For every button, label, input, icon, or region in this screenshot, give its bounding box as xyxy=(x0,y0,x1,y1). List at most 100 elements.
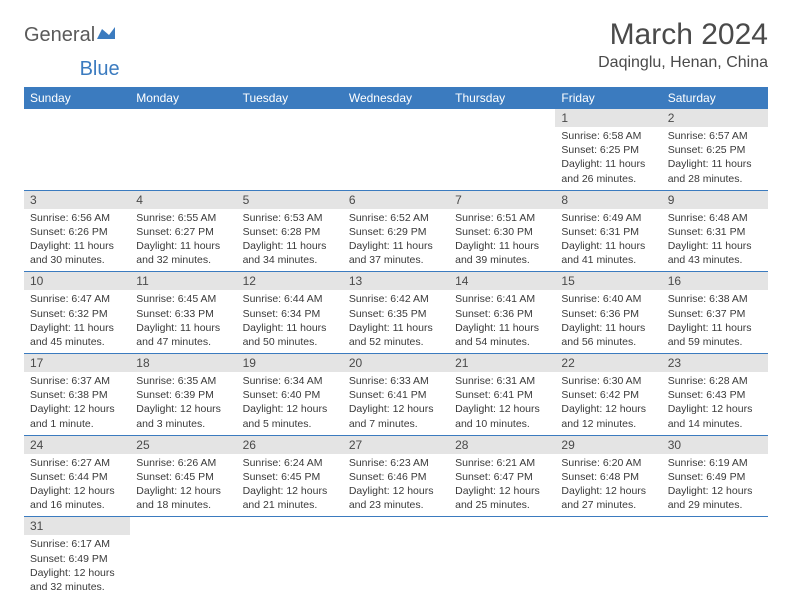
sunrise-text: Sunrise: 6:17 AM xyxy=(30,537,124,551)
sunrise-text: Sunrise: 6:45 AM xyxy=(136,292,230,306)
calendar-cell: 15Sunrise: 6:40 AMSunset: 6:36 PMDayligh… xyxy=(555,272,661,354)
sunset-text: Sunset: 6:31 PM xyxy=(561,225,655,239)
day-details: Sunrise: 6:35 AMSunset: 6:39 PMDaylight:… xyxy=(130,372,236,435)
sunset-text: Sunset: 6:25 PM xyxy=(561,143,655,157)
calendar-cell: 18Sunrise: 6:35 AMSunset: 6:39 PMDayligh… xyxy=(130,354,236,436)
day-details: Sunrise: 6:27 AMSunset: 6:44 PMDaylight:… xyxy=(24,454,130,517)
sunset-text: Sunset: 6:28 PM xyxy=(243,225,337,239)
day-number: 2 xyxy=(662,109,768,127)
calendar-cell: 31Sunrise: 6:17 AMSunset: 6:49 PMDayligh… xyxy=(24,517,130,598)
calendar-cell xyxy=(237,517,343,598)
day-details: Sunrise: 6:47 AMSunset: 6:32 PMDaylight:… xyxy=(24,290,130,353)
sunrise-text: Sunrise: 6:35 AM xyxy=(136,374,230,388)
sunrise-text: Sunrise: 6:55 AM xyxy=(136,211,230,225)
day-number: 30 xyxy=(662,436,768,454)
day-number xyxy=(343,109,449,113)
day-number: 13 xyxy=(343,272,449,290)
sunrise-text: Sunrise: 6:28 AM xyxy=(668,374,762,388)
calendar-cell: 5Sunrise: 6:53 AMSunset: 6:28 PMDaylight… xyxy=(237,190,343,272)
daylight-text: Daylight: 11 hours and 32 minutes. xyxy=(136,239,230,267)
calendar-cell xyxy=(130,517,236,598)
day-number xyxy=(343,517,449,521)
day-details: Sunrise: 6:24 AMSunset: 6:45 PMDaylight:… xyxy=(237,454,343,517)
sunset-text: Sunset: 6:48 PM xyxy=(561,470,655,484)
day-number xyxy=(237,517,343,521)
calendar-cell: 3Sunrise: 6:56 AMSunset: 6:26 PMDaylight… xyxy=(24,190,130,272)
daylight-text: Daylight: 12 hours and 18 minutes. xyxy=(136,484,230,512)
sunrise-text: Sunrise: 6:47 AM xyxy=(30,292,124,306)
day-details: Sunrise: 6:26 AMSunset: 6:45 PMDaylight:… xyxy=(130,454,236,517)
sunset-text: Sunset: 6:36 PM xyxy=(561,307,655,321)
sunrise-text: Sunrise: 6:53 AM xyxy=(243,211,337,225)
day-details: Sunrise: 6:53 AMSunset: 6:28 PMDaylight:… xyxy=(237,209,343,272)
sunset-text: Sunset: 6:26 PM xyxy=(30,225,124,239)
day-number: 25 xyxy=(130,436,236,454)
calendar-cell: 27Sunrise: 6:23 AMSunset: 6:46 PMDayligh… xyxy=(343,435,449,517)
calendar-cell: 29Sunrise: 6:20 AMSunset: 6:48 PMDayligh… xyxy=(555,435,661,517)
day-number: 15 xyxy=(555,272,661,290)
day-details: Sunrise: 6:38 AMSunset: 6:37 PMDaylight:… xyxy=(662,290,768,353)
day-details: Sunrise: 6:44 AMSunset: 6:34 PMDaylight:… xyxy=(237,290,343,353)
day-header: Tuesday xyxy=(237,87,343,109)
sunrise-text: Sunrise: 6:34 AM xyxy=(243,374,337,388)
sunset-text: Sunset: 6:49 PM xyxy=(30,552,124,566)
day-details: Sunrise: 6:30 AMSunset: 6:42 PMDaylight:… xyxy=(555,372,661,435)
daylight-text: Daylight: 12 hours and 10 minutes. xyxy=(455,402,549,430)
daylight-text: Daylight: 11 hours and 30 minutes. xyxy=(30,239,124,267)
sunset-text: Sunset: 6:47 PM xyxy=(455,470,549,484)
sunset-text: Sunset: 6:42 PM xyxy=(561,388,655,402)
day-details: Sunrise: 6:19 AMSunset: 6:49 PMDaylight:… xyxy=(662,454,768,517)
day-number: 4 xyxy=(130,191,236,209)
sunrise-text: Sunrise: 6:21 AM xyxy=(455,456,549,470)
sunrise-text: Sunrise: 6:58 AM xyxy=(561,129,655,143)
day-number: 5 xyxy=(237,191,343,209)
day-details: Sunrise: 6:55 AMSunset: 6:27 PMDaylight:… xyxy=(130,209,236,272)
day-details: Sunrise: 6:52 AMSunset: 6:29 PMDaylight:… xyxy=(343,209,449,272)
calendar-cell: 1Sunrise: 6:58 AMSunset: 6:25 PMDaylight… xyxy=(555,109,661,190)
sunrise-text: Sunrise: 6:41 AM xyxy=(455,292,549,306)
sunset-text: Sunset: 6:31 PM xyxy=(668,225,762,239)
day-details: Sunrise: 6:28 AMSunset: 6:43 PMDaylight:… xyxy=(662,372,768,435)
sunset-text: Sunset: 6:30 PM xyxy=(455,225,549,239)
day-details: Sunrise: 6:23 AMSunset: 6:46 PMDaylight:… xyxy=(343,454,449,517)
daylight-text: Daylight: 12 hours and 23 minutes. xyxy=(349,484,443,512)
day-details: Sunrise: 6:49 AMSunset: 6:31 PMDaylight:… xyxy=(555,209,661,272)
day-header: Saturday xyxy=(662,87,768,109)
location: Daqinglu, Henan, China xyxy=(598,54,768,72)
daylight-text: Daylight: 11 hours and 43 minutes. xyxy=(668,239,762,267)
sunset-text: Sunset: 6:44 PM xyxy=(30,470,124,484)
day-number: 11 xyxy=(130,272,236,290)
day-number xyxy=(555,517,661,521)
sunset-text: Sunset: 6:33 PM xyxy=(136,307,230,321)
calendar-cell: 17Sunrise: 6:37 AMSunset: 6:38 PMDayligh… xyxy=(24,354,130,436)
day-details: Sunrise: 6:34 AMSunset: 6:40 PMDaylight:… xyxy=(237,372,343,435)
daylight-text: Daylight: 12 hours and 12 minutes. xyxy=(561,402,655,430)
daylight-text: Daylight: 11 hours and 50 minutes. xyxy=(243,321,337,349)
day-number: 28 xyxy=(449,436,555,454)
calendar-cell: 19Sunrise: 6:34 AMSunset: 6:40 PMDayligh… xyxy=(237,354,343,436)
calendar-cell: 23Sunrise: 6:28 AMSunset: 6:43 PMDayligh… xyxy=(662,354,768,436)
daylight-text: Daylight: 12 hours and 1 minute. xyxy=(30,402,124,430)
calendar-row: 24Sunrise: 6:27 AMSunset: 6:44 PMDayligh… xyxy=(24,435,768,517)
daylight-text: Daylight: 11 hours and 28 minutes. xyxy=(668,157,762,185)
calendar-cell: 24Sunrise: 6:27 AMSunset: 6:44 PMDayligh… xyxy=(24,435,130,517)
calendar-cell: 4Sunrise: 6:55 AMSunset: 6:27 PMDaylight… xyxy=(130,190,236,272)
calendar-cell: 9Sunrise: 6:48 AMSunset: 6:31 PMDaylight… xyxy=(662,190,768,272)
day-number: 27 xyxy=(343,436,449,454)
daylight-text: Daylight: 11 hours and 52 minutes. xyxy=(349,321,443,349)
day-details: Sunrise: 6:31 AMSunset: 6:41 PMDaylight:… xyxy=(449,372,555,435)
daylight-text: Daylight: 11 hours and 56 minutes. xyxy=(561,321,655,349)
calendar-row: 31Sunrise: 6:17 AMSunset: 6:49 PMDayligh… xyxy=(24,517,768,598)
sunrise-text: Sunrise: 6:26 AM xyxy=(136,456,230,470)
calendar-cell: 11Sunrise: 6:45 AMSunset: 6:33 PMDayligh… xyxy=(130,272,236,354)
calendar-cell: 28Sunrise: 6:21 AMSunset: 6:47 PMDayligh… xyxy=(449,435,555,517)
sunrise-text: Sunrise: 6:52 AM xyxy=(349,211,443,225)
calendar-cell: 26Sunrise: 6:24 AMSunset: 6:45 PMDayligh… xyxy=(237,435,343,517)
calendar-cell: 30Sunrise: 6:19 AMSunset: 6:49 PMDayligh… xyxy=(662,435,768,517)
day-number: 19 xyxy=(237,354,343,372)
calendar-row: 3Sunrise: 6:56 AMSunset: 6:26 PMDaylight… xyxy=(24,190,768,272)
sunrise-text: Sunrise: 6:19 AM xyxy=(668,456,762,470)
sunrise-text: Sunrise: 6:44 AM xyxy=(243,292,337,306)
calendar-cell: 2Sunrise: 6:57 AMSunset: 6:25 PMDaylight… xyxy=(662,109,768,190)
day-number: 8 xyxy=(555,191,661,209)
